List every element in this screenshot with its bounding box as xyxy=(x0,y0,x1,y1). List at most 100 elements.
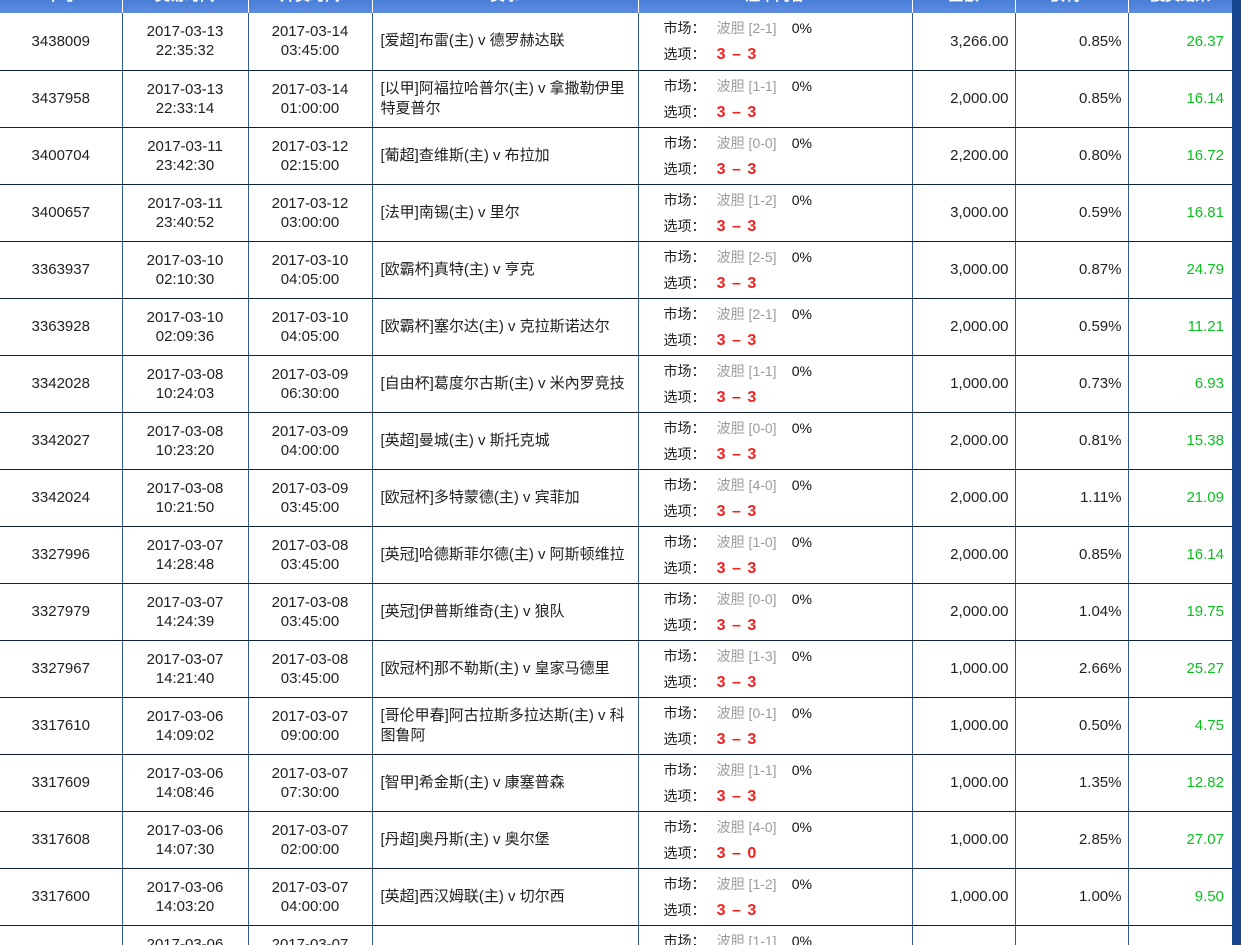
start-date: 2017-03-07 xyxy=(271,878,349,896)
trade-date: 2017-03-07 xyxy=(146,650,224,668)
amount-cell: 3,000.00 xyxy=(912,241,1016,299)
amount-cell: 1,000.00 xyxy=(912,811,1016,869)
start-time-cell: 2017-03-09 06:30:00 xyxy=(248,355,373,413)
bet-content-cell: 市场： 波胆 [1-2] 0% 选项： 3 – 3 xyxy=(638,184,913,242)
market-line: 市场： 波胆 [2-1] 0% xyxy=(664,301,911,327)
result-cell: 16.81 xyxy=(1128,184,1232,242)
bet-content-cell: 市场： 波胆 [0-1] 0% 选项： 3 – 3 xyxy=(638,697,913,755)
event-cell: [哥伦甲春]阿古拉斯多拉达斯(主) v 科图鲁阿 xyxy=(372,697,639,755)
start-clock: 01:00:00 xyxy=(280,99,340,117)
profit-cell: 2.66% xyxy=(1015,640,1129,698)
market-line: 市场： 波胆 [0-0] 0% xyxy=(664,415,911,441)
trade-clock: 22:33:14 xyxy=(155,99,215,117)
market-label: 市场： xyxy=(663,476,706,493)
start-clock: 04:00:00 xyxy=(280,441,340,459)
table-row: 2017-03-06 2017-03-07 市场： 波胆 [1-1] 0% xyxy=(0,925,1232,945)
option-line: 选项： 3 – 3 xyxy=(664,669,911,695)
option-label: 选项： xyxy=(663,388,706,405)
market-label: 市场： xyxy=(663,590,706,607)
profit-cell: 0.85% xyxy=(1015,70,1129,128)
trade-date: 2017-03-10 xyxy=(146,308,224,326)
profit-cell: 0.85% xyxy=(1015,526,1129,584)
table-row: 3317600 2017-03-06 14:03:20 2017-03-07 0… xyxy=(0,868,1232,926)
trade-time-cell: 2017-03-11 23:42:30 xyxy=(122,127,249,185)
market-label: 市场： xyxy=(663,134,706,151)
bet-content-cell: 市场： 波胆 [1-3] 0% 选项： 3 – 3 xyxy=(638,640,913,698)
trade-date: 2017-03-07 xyxy=(146,536,224,554)
event-cell: [欧冠杯]那不勒斯(主) v 皇家马德里 xyxy=(372,640,639,698)
market-value: 波胆 [1-1] xyxy=(716,77,777,94)
trade-time-cell: 2017-03-07 14:24:39 xyxy=(122,583,249,641)
table-header: 单号 交易时间 开赛时间 赛事 注单内容 金额 获利% 投资结果 xyxy=(0,0,1232,13)
trade-time-cell: 2017-03-07 14:28:48 xyxy=(122,526,249,584)
start-time-cell: 2017-03-10 04:05:00 xyxy=(248,298,373,356)
order-id-cell: 3342028 xyxy=(0,355,123,413)
event-cell: [智甲]希金斯(主) v 康塞普森 xyxy=(372,754,639,812)
start-time-cell: 2017-03-09 03:45:00 xyxy=(248,469,373,527)
result-cell: 12.82 xyxy=(1128,754,1232,812)
option-value: 3 – 3 xyxy=(716,160,758,178)
col-header-amount: 金额 xyxy=(912,0,1016,13)
option-value: 3 – 3 xyxy=(716,103,758,121)
start-clock: 03:45:00 xyxy=(280,669,340,687)
trade-clock: 10:23:20 xyxy=(155,441,215,459)
bet-content-cell: 市场： 波胆 [1-1] 0% 选项： 3 – 3 xyxy=(638,70,913,128)
option-value: 3 – 3 xyxy=(716,388,758,406)
profit-cell: 1.35% xyxy=(1015,754,1129,812)
option-value: 3 – 3 xyxy=(716,46,758,64)
bet-content-cell: 市场： 波胆 [0-0] 0% 选项： 3 – 3 xyxy=(638,127,913,185)
start-clock: 09:00:00 xyxy=(280,726,340,744)
trade-clock: 14:24:39 xyxy=(155,612,215,630)
option-line: 选项： 3 – 3 xyxy=(664,270,911,296)
option-label: 选项： xyxy=(663,274,706,291)
option-value: 3 – 3 xyxy=(716,730,758,748)
table-row: 3317610 2017-03-06 14:09:02 2017-03-07 0… xyxy=(0,697,1232,755)
trade-time-cell: 2017-03-06 xyxy=(122,925,249,945)
trade-time-cell: 2017-03-13 22:33:14 xyxy=(122,70,249,128)
option-label: 选项： xyxy=(663,217,706,234)
start-clock: 06:30:00 xyxy=(280,384,340,402)
result-cell: 16.14 xyxy=(1128,70,1232,128)
trade-clock: 22:35:32 xyxy=(155,42,215,60)
trade-clock: 14:28:48 xyxy=(155,555,215,573)
start-date: 2017-03-08 xyxy=(271,593,349,611)
result-cell: 9.50 xyxy=(1128,868,1232,926)
table-row: 3317609 2017-03-06 14:08:46 2017-03-07 0… xyxy=(0,754,1232,812)
trade-date: 2017-03-07 xyxy=(146,593,224,611)
bet-content-cell: 市场： 波胆 [1-1] 0% 选项： 3 – 3 xyxy=(638,754,913,812)
right-scrollbar-strip[interactable] xyxy=(1232,0,1241,945)
col-header-order-id: 单号 xyxy=(0,0,123,13)
option-label: 选项： xyxy=(663,730,706,747)
market-label: 市场： xyxy=(663,875,706,892)
trade-clock: 23:40:52 xyxy=(155,213,215,231)
col-header-start-time: 开赛时间 xyxy=(248,0,373,13)
option-value: 3 – 3 xyxy=(716,445,758,463)
bet-content-cell: 市场： 波胆 [1-1] 0% xyxy=(638,925,913,945)
amount-cell: 2,000.00 xyxy=(912,526,1016,584)
order-id-cell: 3327996 xyxy=(0,526,123,584)
option-line: 选项： 3 – 3 xyxy=(664,498,911,524)
table-row: 3342027 2017-03-08 10:23:20 2017-03-09 0… xyxy=(0,412,1232,470)
market-line: 市场： 波胆 [0-0] 0% xyxy=(664,586,911,612)
order-id-cell: 3438009 xyxy=(0,13,123,71)
bet-content-cell: 市场： 波胆 [2-1] 0% 选项： 3 – 3 xyxy=(638,13,913,71)
market-label: 市场： xyxy=(663,191,706,208)
col-header-result: 投资结果 xyxy=(1128,0,1232,13)
option-label: 选项： xyxy=(663,901,706,918)
option-line: 选项： 3 – 3 xyxy=(664,897,911,923)
market-percent: 0% xyxy=(791,305,812,322)
market-percent: 0% xyxy=(791,590,812,607)
market-line: 市场： 波胆 [1-0] 0% xyxy=(664,529,911,555)
option-label: 选项： xyxy=(663,502,706,519)
bet-content-cell: 市场： 波胆 [2-1] 0% 选项： 3 – 3 xyxy=(638,298,913,356)
option-line: 选项： 3 – 3 xyxy=(664,783,911,809)
option-label: 选项： xyxy=(663,559,706,576)
result-cell: 4.75 xyxy=(1128,697,1232,755)
start-clock: 02:15:00 xyxy=(280,156,340,174)
trade-time-cell: 2017-03-11 23:40:52 xyxy=(122,184,249,242)
event-cell: [英冠]伊普斯维奇(主) v 狼队 xyxy=(372,583,639,641)
order-id-cell: 3317608 xyxy=(0,811,123,869)
option-line: 选项： 3 – 0 xyxy=(664,840,911,866)
option-line: 选项： 3 – 3 xyxy=(664,612,911,638)
